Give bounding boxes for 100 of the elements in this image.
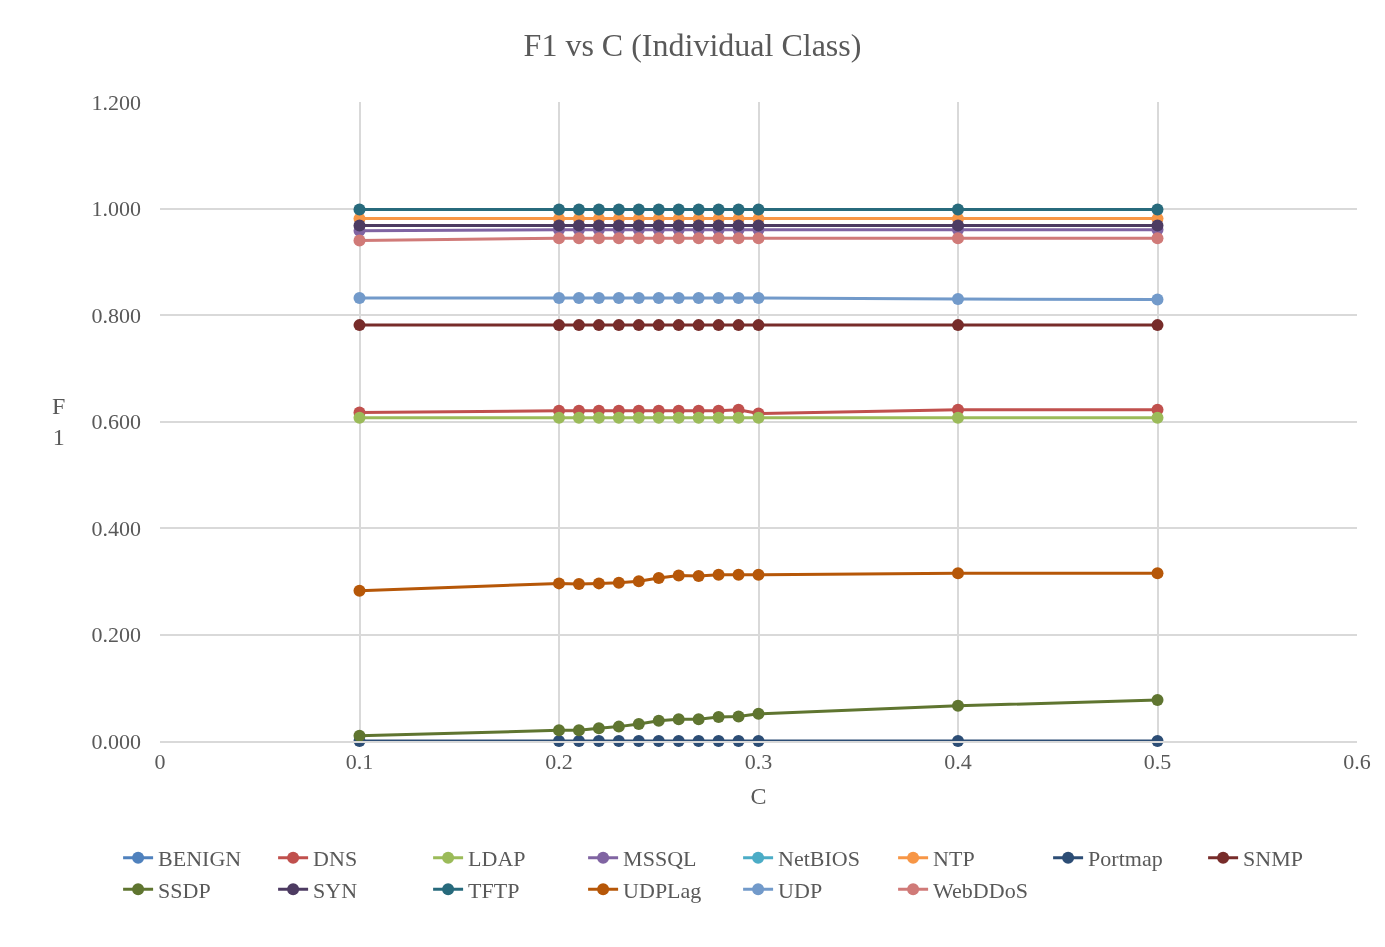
point	[572, 577, 585, 590]
point	[1151, 567, 1164, 580]
point	[692, 291, 705, 304]
point	[1151, 694, 1164, 706]
point	[572, 319, 585, 332]
point	[353, 729, 366, 742]
point	[632, 411, 645, 424]
point	[732, 232, 745, 245]
point	[692, 232, 705, 245]
point	[632, 717, 645, 730]
x-axis-title: C	[750, 783, 767, 810]
point	[353, 219, 366, 232]
point	[712, 203, 725, 216]
point	[692, 713, 705, 726]
point	[612, 319, 625, 332]
legend-label: SYN	[313, 877, 358, 903]
point	[612, 203, 625, 216]
point	[353, 234, 366, 247]
point	[732, 411, 745, 424]
point	[1151, 232, 1164, 245]
point	[752, 291, 765, 304]
point	[672, 203, 685, 216]
point	[752, 219, 765, 232]
point	[712, 568, 725, 581]
point	[952, 567, 964, 580]
point	[353, 584, 366, 597]
point	[672, 232, 685, 245]
point	[712, 319, 725, 332]
legend-label: UDPLag	[623, 877, 702, 903]
point	[952, 203, 964, 216]
point	[652, 232, 665, 245]
legend-label: Portmap	[1088, 846, 1163, 872]
point	[652, 411, 665, 424]
point	[353, 411, 366, 424]
point	[353, 203, 366, 216]
point	[732, 568, 745, 581]
point	[672, 319, 685, 332]
point	[1151, 293, 1164, 306]
point	[612, 411, 625, 424]
point	[612, 232, 625, 245]
x-tick-label: 0.2	[545, 749, 573, 775]
legend-label: SNMP	[1243, 846, 1304, 872]
legend-label: NetBIOS	[778, 846, 860, 872]
legend-label: WebDDoS	[933, 877, 1028, 903]
point	[1151, 319, 1164, 332]
point	[692, 219, 705, 232]
point	[752, 232, 765, 245]
point	[592, 722, 605, 735]
point	[652, 714, 665, 727]
point	[592, 232, 605, 245]
point	[952, 319, 964, 332]
point	[572, 724, 585, 737]
point	[612, 720, 625, 733]
point	[752, 411, 765, 424]
x-tick-label: 0.6	[1343, 749, 1371, 775]
point	[553, 232, 565, 245]
point	[592, 291, 605, 304]
point	[612, 291, 625, 304]
point	[712, 219, 725, 232]
x-tick-label: 0.3	[744, 749, 773, 775]
legend-label: UDP	[778, 877, 823, 903]
point	[572, 411, 585, 424]
point	[1151, 203, 1164, 216]
point	[692, 569, 705, 582]
y-axis-title: F1	[52, 393, 66, 451]
point	[553, 577, 565, 590]
point	[572, 219, 585, 232]
point	[652, 219, 665, 232]
point	[592, 319, 605, 332]
point	[652, 572, 665, 585]
point	[712, 411, 725, 424]
x-tick-label: 0.1	[345, 749, 374, 775]
point	[632, 319, 645, 332]
point	[612, 576, 625, 589]
point	[632, 232, 645, 245]
x-tick-label: 0.5	[1143, 749, 1172, 775]
point	[353, 319, 366, 332]
point	[672, 411, 685, 424]
point	[1151, 219, 1164, 232]
y-tick-label: 0.400	[91, 515, 141, 541]
point	[752, 203, 765, 216]
point	[692, 411, 705, 424]
point	[672, 291, 685, 304]
point	[752, 319, 765, 332]
legend-label: BENIGN	[158, 846, 242, 872]
y-tick-label: 0.600	[91, 409, 141, 435]
y-tick-label: 0.200	[91, 622, 141, 648]
point	[752, 568, 765, 581]
y-tick-label: 0.000	[91, 728, 141, 754]
point	[952, 219, 964, 232]
point	[572, 291, 585, 304]
point	[692, 203, 705, 216]
point	[553, 411, 565, 424]
point	[592, 203, 605, 216]
point	[652, 291, 665, 304]
point	[632, 219, 645, 232]
point	[652, 319, 665, 332]
chart-title: F1 vs C (Individual Class)	[523, 26, 862, 63]
point	[672, 713, 685, 726]
legend-label: MSSQL	[623, 846, 697, 872]
